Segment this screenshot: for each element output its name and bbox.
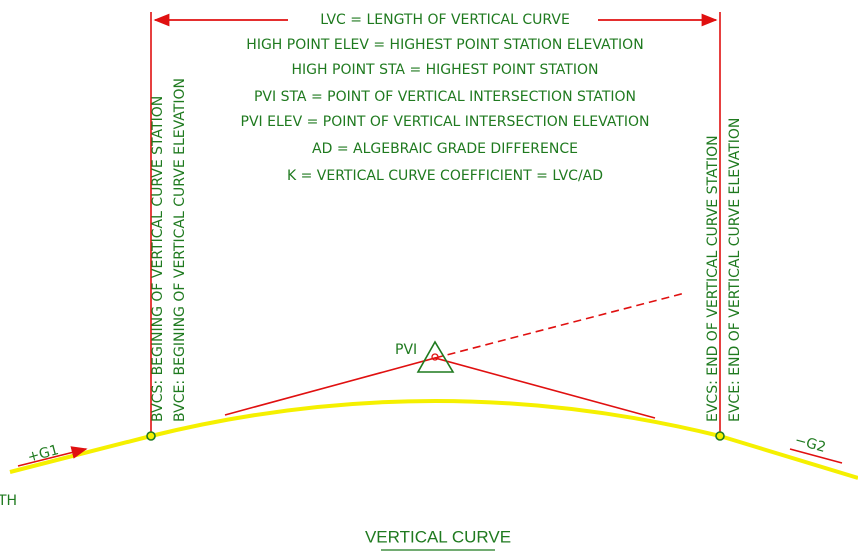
cut-text: TH (0, 493, 17, 509)
left-label: BVCE: BEGINING OF VERTICAL CURVE ELEVATI… (172, 78, 188, 422)
definition: PVI ELEV = POINT OF VERTICAL INTERSECTIO… (241, 114, 650, 130)
definition: AD = ALGEBRAIC GRADE DIFFERENCE (312, 141, 578, 157)
vertical-curve (9, 399, 858, 480)
left-label: BVCS: BEGINING OF VERTICAL CURVE STATION (150, 96, 166, 422)
definition: HIGH POINT ELEV = HIGHEST POINT STATION … (246, 37, 643, 53)
caption: VERTICAL CURVE (365, 527, 511, 546)
grade-in-label: +G1 (26, 442, 61, 466)
pvi-point (431, 353, 439, 361)
right-label: EVCE: END OF VERTICAL CURVE ELEVATION (727, 118, 743, 422)
evc-point (715, 431, 725, 441)
definitions: HIGH POINT ELEV = HIGHEST POINT STATION … (241, 37, 650, 184)
definition: PVI STA = POINT OF VERTICAL INTERSECTION… (254, 89, 636, 105)
pvi-label: PVI (395, 342, 417, 358)
label-bg (288, 10, 598, 30)
definition: HIGH POINT STA = HIGHEST POINT STATION (292, 62, 599, 78)
grade-out-arrow (789, 448, 843, 464)
bvc-point (146, 431, 156, 441)
pvi-symbol (416, 340, 455, 373)
grade-out-label: −G2 (793, 432, 828, 456)
right-label: EVCS: END OF VERTICAL CURVE STATION (705, 135, 721, 422)
definition: K = VERTICAL CURVE COEFFICIENT = LVC/AD (287, 168, 603, 184)
tangent-extension (434, 292, 686, 359)
top-label: LVC = LENGTH OF VERTICAL CURVE (320, 12, 570, 28)
grade-in-arrow (17, 446, 88, 467)
